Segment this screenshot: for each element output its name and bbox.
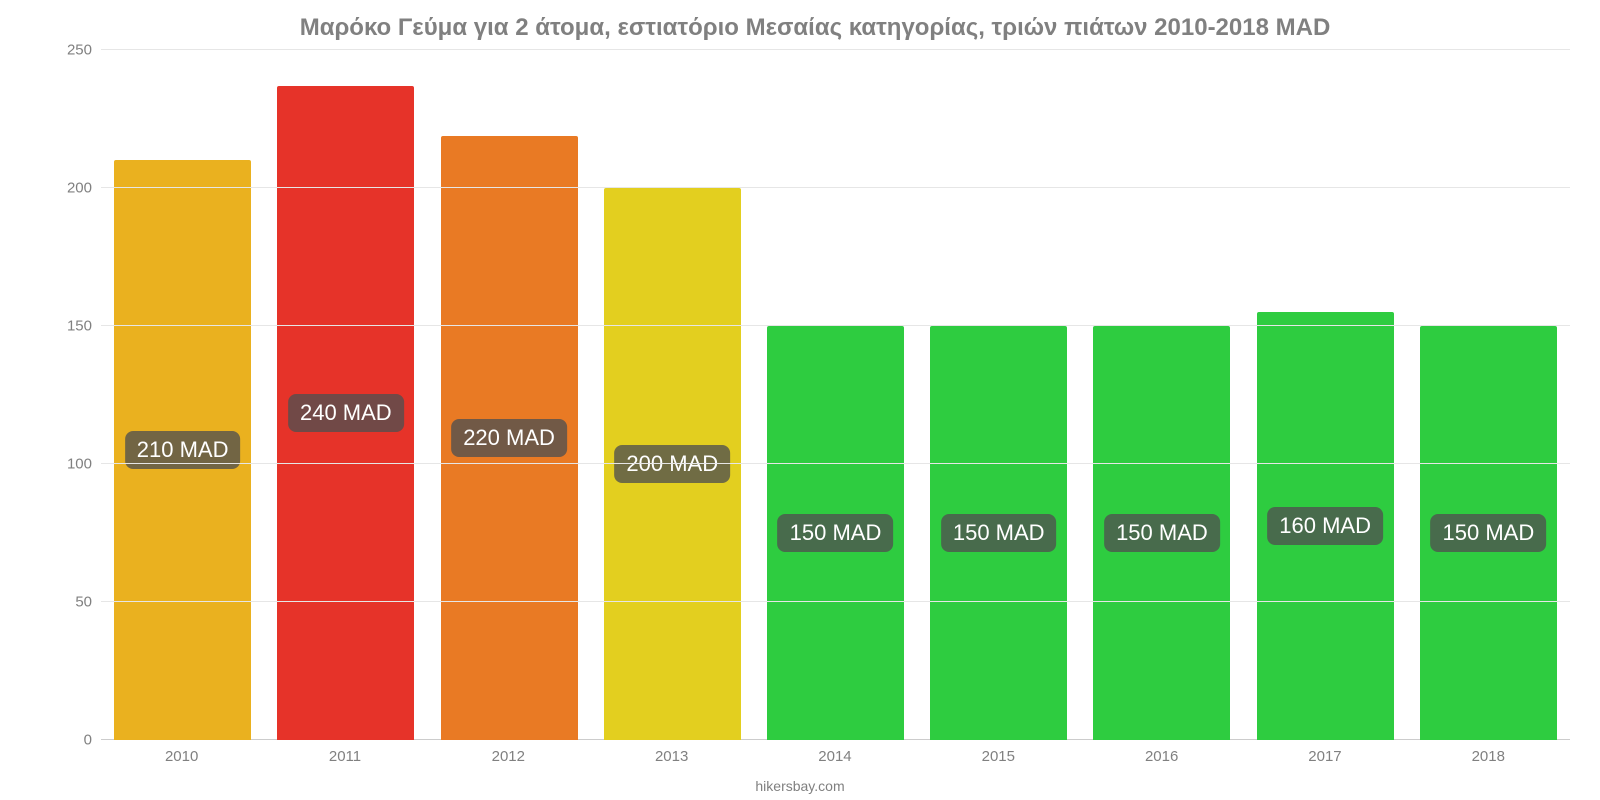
x-tick-label: 2015 (917, 740, 1080, 770)
bars-group: 210 MAD 240 MAD 220 MAD 200 MAD 150 MAD 150 M… (101, 50, 1570, 740)
gridline (101, 601, 1570, 602)
x-tick-label: 2010 (100, 740, 263, 770)
value-badge: 240 MAD (288, 394, 404, 432)
bar-slot: 160 MAD (1244, 50, 1407, 740)
y-tick-label: 150 (52, 318, 92, 335)
value-badge: 150 MAD (778, 514, 894, 552)
value-badge: 220 MAD (451, 419, 567, 457)
x-tick-label: 2014 (753, 740, 916, 770)
bar: 150 MAD (767, 326, 904, 740)
value-badge: 160 MAD (1267, 507, 1383, 545)
bar-slot: 220 MAD (427, 50, 590, 740)
value-badge: 150 MAD (1431, 514, 1547, 552)
bar: 150 MAD (930, 326, 1067, 740)
bar-slot: 210 MAD (101, 50, 264, 740)
bar: 160 MAD (1257, 312, 1394, 740)
value-badge: 150 MAD (1104, 514, 1220, 552)
x-tick-label: 2013 (590, 740, 753, 770)
y-tick-label: 50 (52, 594, 92, 611)
bar: 150 MAD (1420, 326, 1557, 740)
gridline (101, 463, 1570, 464)
x-tick-label: 2016 (1080, 740, 1243, 770)
bar-slot: 150 MAD (1080, 50, 1243, 740)
y-axis: 050100150200250 (60, 50, 100, 740)
x-tick-label: 2017 (1243, 740, 1406, 770)
gridline (101, 187, 1570, 188)
gridline (101, 325, 1570, 326)
bar: 150 MAD (1093, 326, 1230, 740)
bar: 200 MAD (604, 188, 741, 740)
x-tick-label: 2011 (263, 740, 426, 770)
bar-slot: 150 MAD (917, 50, 1080, 740)
y-tick-label: 100 (52, 456, 92, 473)
plot-container: 050100150200250 210 MAD 240 MAD 220 MAD 200… (60, 50, 1570, 740)
bar-slot: 150 MAD (1407, 50, 1570, 740)
y-tick-label: 200 (52, 180, 92, 197)
y-tick-label: 0 (52, 732, 92, 749)
value-badge: 200 MAD (614, 445, 730, 483)
x-axis: 201020112012201320142015201620172018 (100, 740, 1570, 770)
bar-slot: 150 MAD (754, 50, 917, 740)
bar: 240 MAD (277, 86, 414, 740)
value-badge: 150 MAD (941, 514, 1057, 552)
chart-container: Μαρόκο Γεύμα για 2 άτομα, εστιατόριο Μεσ… (0, 0, 1600, 800)
gridline (101, 49, 1570, 50)
bar: 220 MAD (441, 136, 578, 740)
chart-title: Μαρόκο Γεύμα για 2 άτομα, εστιατόριο Μεσ… (60, 10, 1570, 50)
bar: 210 MAD (114, 160, 251, 740)
bar-slot: 240 MAD (264, 50, 427, 740)
chart-footer: hikersbay.com (0, 778, 1600, 794)
y-tick-label: 250 (52, 42, 92, 59)
x-tick-label: 2012 (427, 740, 590, 770)
bar-slot: 200 MAD (591, 50, 754, 740)
x-tick-label: 2018 (1407, 740, 1570, 770)
plot-area: 210 MAD 240 MAD 220 MAD 200 MAD 150 MAD 150 M… (100, 50, 1570, 740)
